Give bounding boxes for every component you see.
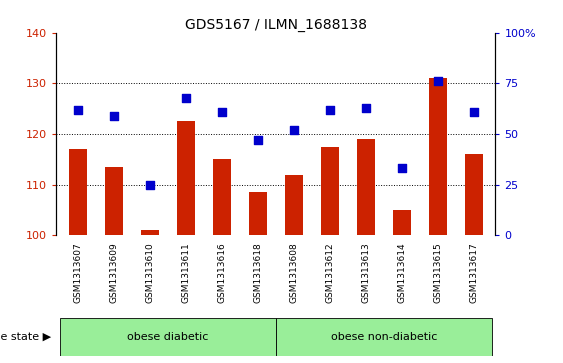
Text: GSM1313613: GSM1313613 [361,242,370,303]
Text: disease state ▶: disease state ▶ [0,332,51,342]
Text: obese non-diabetic: obese non-diabetic [330,332,437,342]
Point [145,182,154,188]
Bar [105,167,123,235]
Point [434,78,443,84]
Title: GDS5167 / ILMN_1688138: GDS5167 / ILMN_1688138 [185,18,367,32]
Text: GSM1313611: GSM1313611 [181,242,190,303]
Text: GSM1313618: GSM1313618 [253,242,262,303]
Bar [276,318,492,356]
Text: GSM1313617: GSM1313617 [470,242,479,303]
Point [253,137,262,143]
Bar [69,149,87,235]
Point [73,107,82,113]
Text: GSM1313612: GSM1313612 [325,242,334,303]
Text: GSM1313609: GSM1313609 [109,242,118,303]
Bar [321,147,339,235]
Bar [357,139,375,235]
Text: GSM1313608: GSM1313608 [289,242,298,303]
Text: obese diabetic: obese diabetic [127,332,208,342]
Point [361,105,370,111]
Point [397,166,406,171]
Bar [60,318,276,356]
Text: GSM1313607: GSM1313607 [73,242,82,303]
Text: GSM1313616: GSM1313616 [217,242,226,303]
Bar [249,192,267,235]
Bar [285,175,303,235]
Text: GSM1313610: GSM1313610 [145,242,154,303]
Point [217,109,226,115]
Point [325,107,334,113]
Point [289,127,298,133]
Bar [393,210,411,235]
Text: GSM1313614: GSM1313614 [397,242,406,303]
Bar [429,78,447,235]
Bar [141,230,159,235]
Point [181,95,190,101]
Point [470,109,479,115]
Text: GSM1313615: GSM1313615 [434,242,443,303]
Bar [213,159,231,235]
Bar [177,121,195,235]
Bar [465,154,483,235]
Point [109,113,118,119]
